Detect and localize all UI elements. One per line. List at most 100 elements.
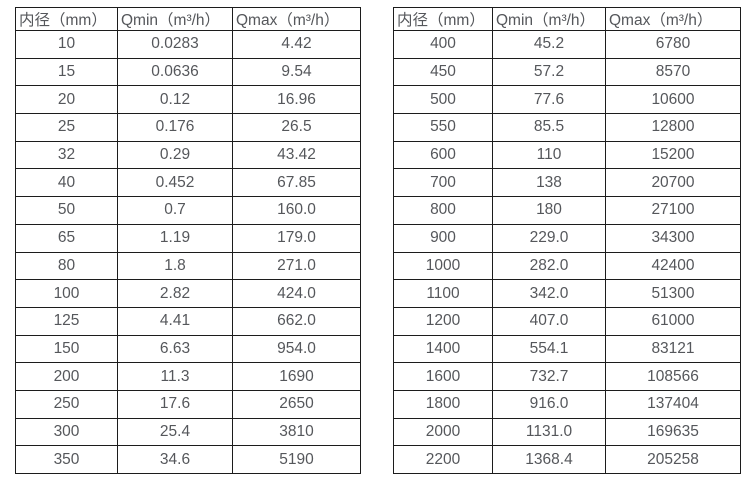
table-row: 125 4.41 662.0: [15, 306, 361, 336]
qmax-cell: 205258: [605, 445, 741, 474]
qmax-cell: 67.85: [232, 168, 361, 198]
diameter-cell: 300: [15, 417, 118, 447]
table-row: 350 34.6 5190: [15, 445, 361, 474]
qmin-cell: 4.41: [117, 306, 233, 336]
qmax-cell: 662.0: [232, 306, 361, 336]
qmin-cell: 110: [492, 140, 606, 170]
qmax-cell: 15200: [605, 140, 741, 170]
qmax-cell: 108566: [605, 362, 741, 391]
qmin-cell: 0.452: [117, 168, 233, 198]
diameter-cell: 600: [393, 140, 493, 170]
diameter-cell: 500: [393, 85, 493, 115]
qmin-cell: 45.2: [492, 30, 606, 59]
table-row: 300 25.4 3810: [15, 417, 361, 447]
qmin-cell: 2.82: [117, 279, 233, 308]
diameter-cell: 2200: [393, 445, 493, 474]
table-row: 80 1.8 271.0: [15, 251, 361, 281]
table-row: 250 17.6 2650: [15, 389, 361, 419]
table-row: 200 11.3 1690: [15, 362, 361, 391]
table-row: 600 110 15200: [393, 140, 741, 170]
qmin-cell: 1131.0: [492, 417, 606, 447]
diameter-cell: 1000: [393, 251, 493, 281]
table-row: 10 0.0283 4.42: [15, 30, 361, 59]
table-row: 1400 554.1 83121: [393, 334, 741, 364]
qmax-cell: 6780: [605, 30, 741, 59]
qmin-cell: 25.4: [117, 417, 233, 447]
table-row: 1600 732.7 108566: [393, 362, 741, 391]
qmin-header: Qmin（m³/h）: [117, 7, 233, 31]
diameter-cell: 10: [15, 30, 118, 59]
table-row: 450 57.2 8570: [393, 57, 741, 87]
diameter-cell: 100: [15, 279, 118, 308]
qmax-cell: 271.0: [232, 251, 361, 281]
table-row: 700 138 20700: [393, 168, 741, 198]
table-row: 2200 1368.4 205258: [393, 445, 741, 474]
diameter-cell: 15: [15, 57, 118, 87]
qmin-cell: 229.0: [492, 223, 606, 253]
qmin-cell: 1368.4: [492, 445, 606, 474]
qmax-header: Qmax（m³/h）: [232, 7, 361, 31]
table-row: 65 1.19 179.0: [15, 223, 361, 253]
flow-table-large-diameters: 内径（mm） Qmin（m³/h） Qmax（m³/h） 400 45.2 6780 45…: [393, 7, 741, 474]
diameter-cell: 800: [393, 196, 493, 225]
qmax-cell: 169635: [605, 417, 741, 447]
qmax-cell: 954.0: [232, 334, 361, 364]
qmin-cell: 342.0: [492, 279, 606, 308]
table-row: 100 2.82 424.0: [15, 279, 361, 308]
table-row: 500 77.6 10600: [393, 85, 741, 115]
diameter-cell: 550: [393, 113, 493, 142]
diameter-header: 内径（mm）: [393, 7, 493, 31]
qmax-cell: 2650: [232, 389, 361, 419]
qmax-cell: 9.54: [232, 57, 361, 87]
diameter-cell: 1400: [393, 334, 493, 364]
qmax-cell: 160.0: [232, 196, 361, 225]
diameter-cell: 2000: [393, 417, 493, 447]
table-row: 50 0.7 160.0: [15, 196, 361, 225]
header-row: 内径（mm） Qmin（m³/h） Qmax（m³/h）: [393, 7, 741, 31]
qmax-cell: 137404: [605, 389, 741, 419]
qmin-cell: 732.7: [492, 362, 606, 391]
qmax-cell: 43.42: [232, 140, 361, 170]
qmin-cell: 11.3: [117, 362, 233, 391]
diameter-cell: 1800: [393, 389, 493, 419]
qmax-cell: 5190: [232, 445, 361, 474]
qmin-cell: 916.0: [492, 389, 606, 419]
table-row: 15 0.0636 9.54: [15, 57, 361, 87]
qmax-cell: 83121: [605, 334, 741, 364]
qmin-cell: 0.0636: [117, 57, 233, 87]
table-row: 900 229.0 34300: [393, 223, 741, 253]
qmax-cell: 12800: [605, 113, 741, 142]
qmax-cell: 16.96: [232, 85, 361, 115]
qmax-cell: 10600: [605, 85, 741, 115]
qmax-cell: 27100: [605, 196, 741, 225]
table-row: 1800 916.0 137404: [393, 389, 741, 419]
qmin-cell: 1.19: [117, 223, 233, 253]
qmax-cell: 1690: [232, 362, 361, 391]
diameter-cell: 25: [15, 113, 118, 142]
qmax-cell: 20700: [605, 168, 741, 198]
table-row: 800 180 27100: [393, 196, 741, 225]
qmin-cell: 34.6: [117, 445, 233, 474]
table-row: 2000 1131.0 169635: [393, 417, 741, 447]
diameter-cell: 350: [15, 445, 118, 474]
qmax-cell: 424.0: [232, 279, 361, 308]
qmin-cell: 554.1: [492, 334, 606, 364]
diameter-cell: 1200: [393, 306, 493, 336]
qmin-cell: 180: [492, 196, 606, 225]
diameter-cell: 400: [393, 30, 493, 59]
table-row: 400 45.2 6780: [393, 30, 741, 59]
qmin-cell: 0.7: [117, 196, 233, 225]
diameter-cell: 450: [393, 57, 493, 87]
table-body: 10 0.0283 4.42 15 0.0636 9.54 20 0.12 16.96 25 0.1…: [15, 30, 361, 474]
diameter-cell: 250: [15, 389, 118, 419]
qmax-cell: 42400: [605, 251, 741, 281]
qmin-cell: 407.0: [492, 306, 606, 336]
qmax-cell: 26.5: [232, 113, 361, 142]
qmin-cell: 85.5: [492, 113, 606, 142]
qmin-cell: 6.63: [117, 334, 233, 364]
qmax-cell: 61000: [605, 306, 741, 336]
diameter-cell: 200: [15, 362, 118, 391]
table-row: 1100 342.0 51300: [393, 279, 741, 308]
table-row: 25 0.176 26.5: [15, 113, 361, 142]
flow-table-small-diameters: 内径（mm） Qmin（m³/h） Qmax（m³/h） 10 0.0283 4.42 1…: [15, 7, 361, 474]
